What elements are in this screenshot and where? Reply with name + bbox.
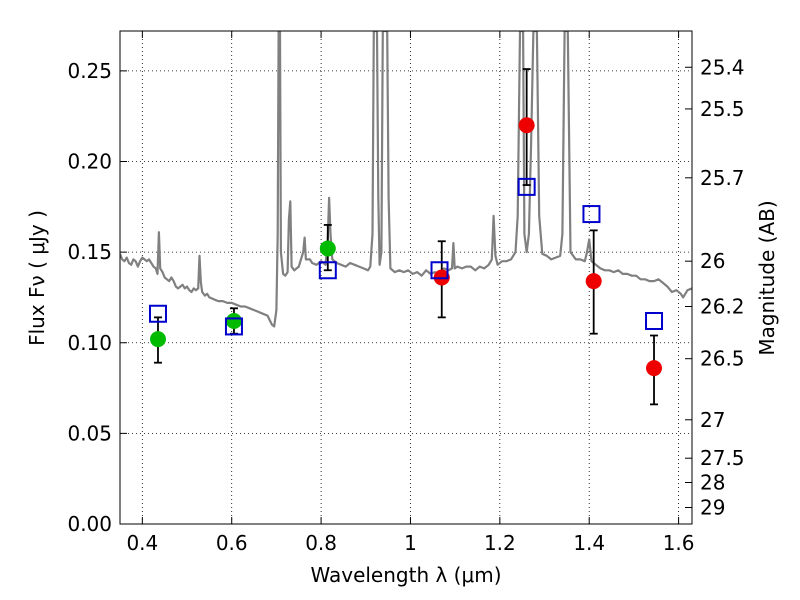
y2-tick-label: 27 [700,408,725,432]
y-tick-label: 0.10 [67,331,112,355]
y2-tick-label: 27.5 [700,446,745,470]
model-square [430,261,449,280]
y2-tick-label: 29 [700,496,725,520]
y2-tick-label: 26 [700,249,725,273]
x-tick-label: 1 [404,531,417,555]
y2-axis-label: Magnitude (AB) [755,200,779,355]
marker-layer [148,117,664,377]
spectrum-line [120,31,692,328]
y2-tick-label: 25.4 [700,55,745,79]
y-tick-label: 0.05 [67,421,112,445]
y2-tick-label: 28 [700,470,725,494]
x-tick-label: 0.8 [305,531,337,555]
data-point [149,331,166,348]
y-axis-ticks: 0.00 0.05 0.10 0.15 0.20 0.25 [67,59,127,536]
y-tick-label: 0.00 [67,512,112,536]
grid [120,31,692,524]
x-axis-label: Wavelength λ (μm) [310,563,501,587]
data-point [225,313,242,329]
model-square [645,312,664,330]
x-tick-label: 1.4 [573,531,605,555]
plot-frame [119,30,693,525]
model-square [148,304,167,323]
x-tick-label: 1.2 [484,531,516,555]
y-tick-label: 0.25 [67,59,112,83]
y-axis-label: Flux Fν ( μJy ) [25,210,49,346]
x-tick-label: 0.6 [216,531,248,555]
data-point [646,360,663,377]
spectrum-line-layer [120,31,692,328]
y-tick-label: 0.15 [67,240,112,264]
x-tick-label: 0.4 [126,531,158,555]
model-square [224,317,243,336]
y2-tick-label: 26.2 [700,295,745,319]
x-axis-ticks: 0.4 0.6 0.8 1 1.2 1.4 1.6 [126,31,695,555]
y2-tick-label: 25.5 [700,97,745,121]
data-point [585,273,602,290]
y2-tick-label: 26.5 [700,347,745,371]
y-tick-label: 0.20 [67,150,112,174]
y2-tick-label: 25.7 [700,166,745,190]
model-square [517,177,536,196]
x-tick-label: 1.6 [663,531,695,555]
model-square [582,205,601,224]
data-point [319,240,336,257]
data-point [518,117,535,134]
errorbar-layer [153,68,659,406]
model-square [318,261,337,280]
